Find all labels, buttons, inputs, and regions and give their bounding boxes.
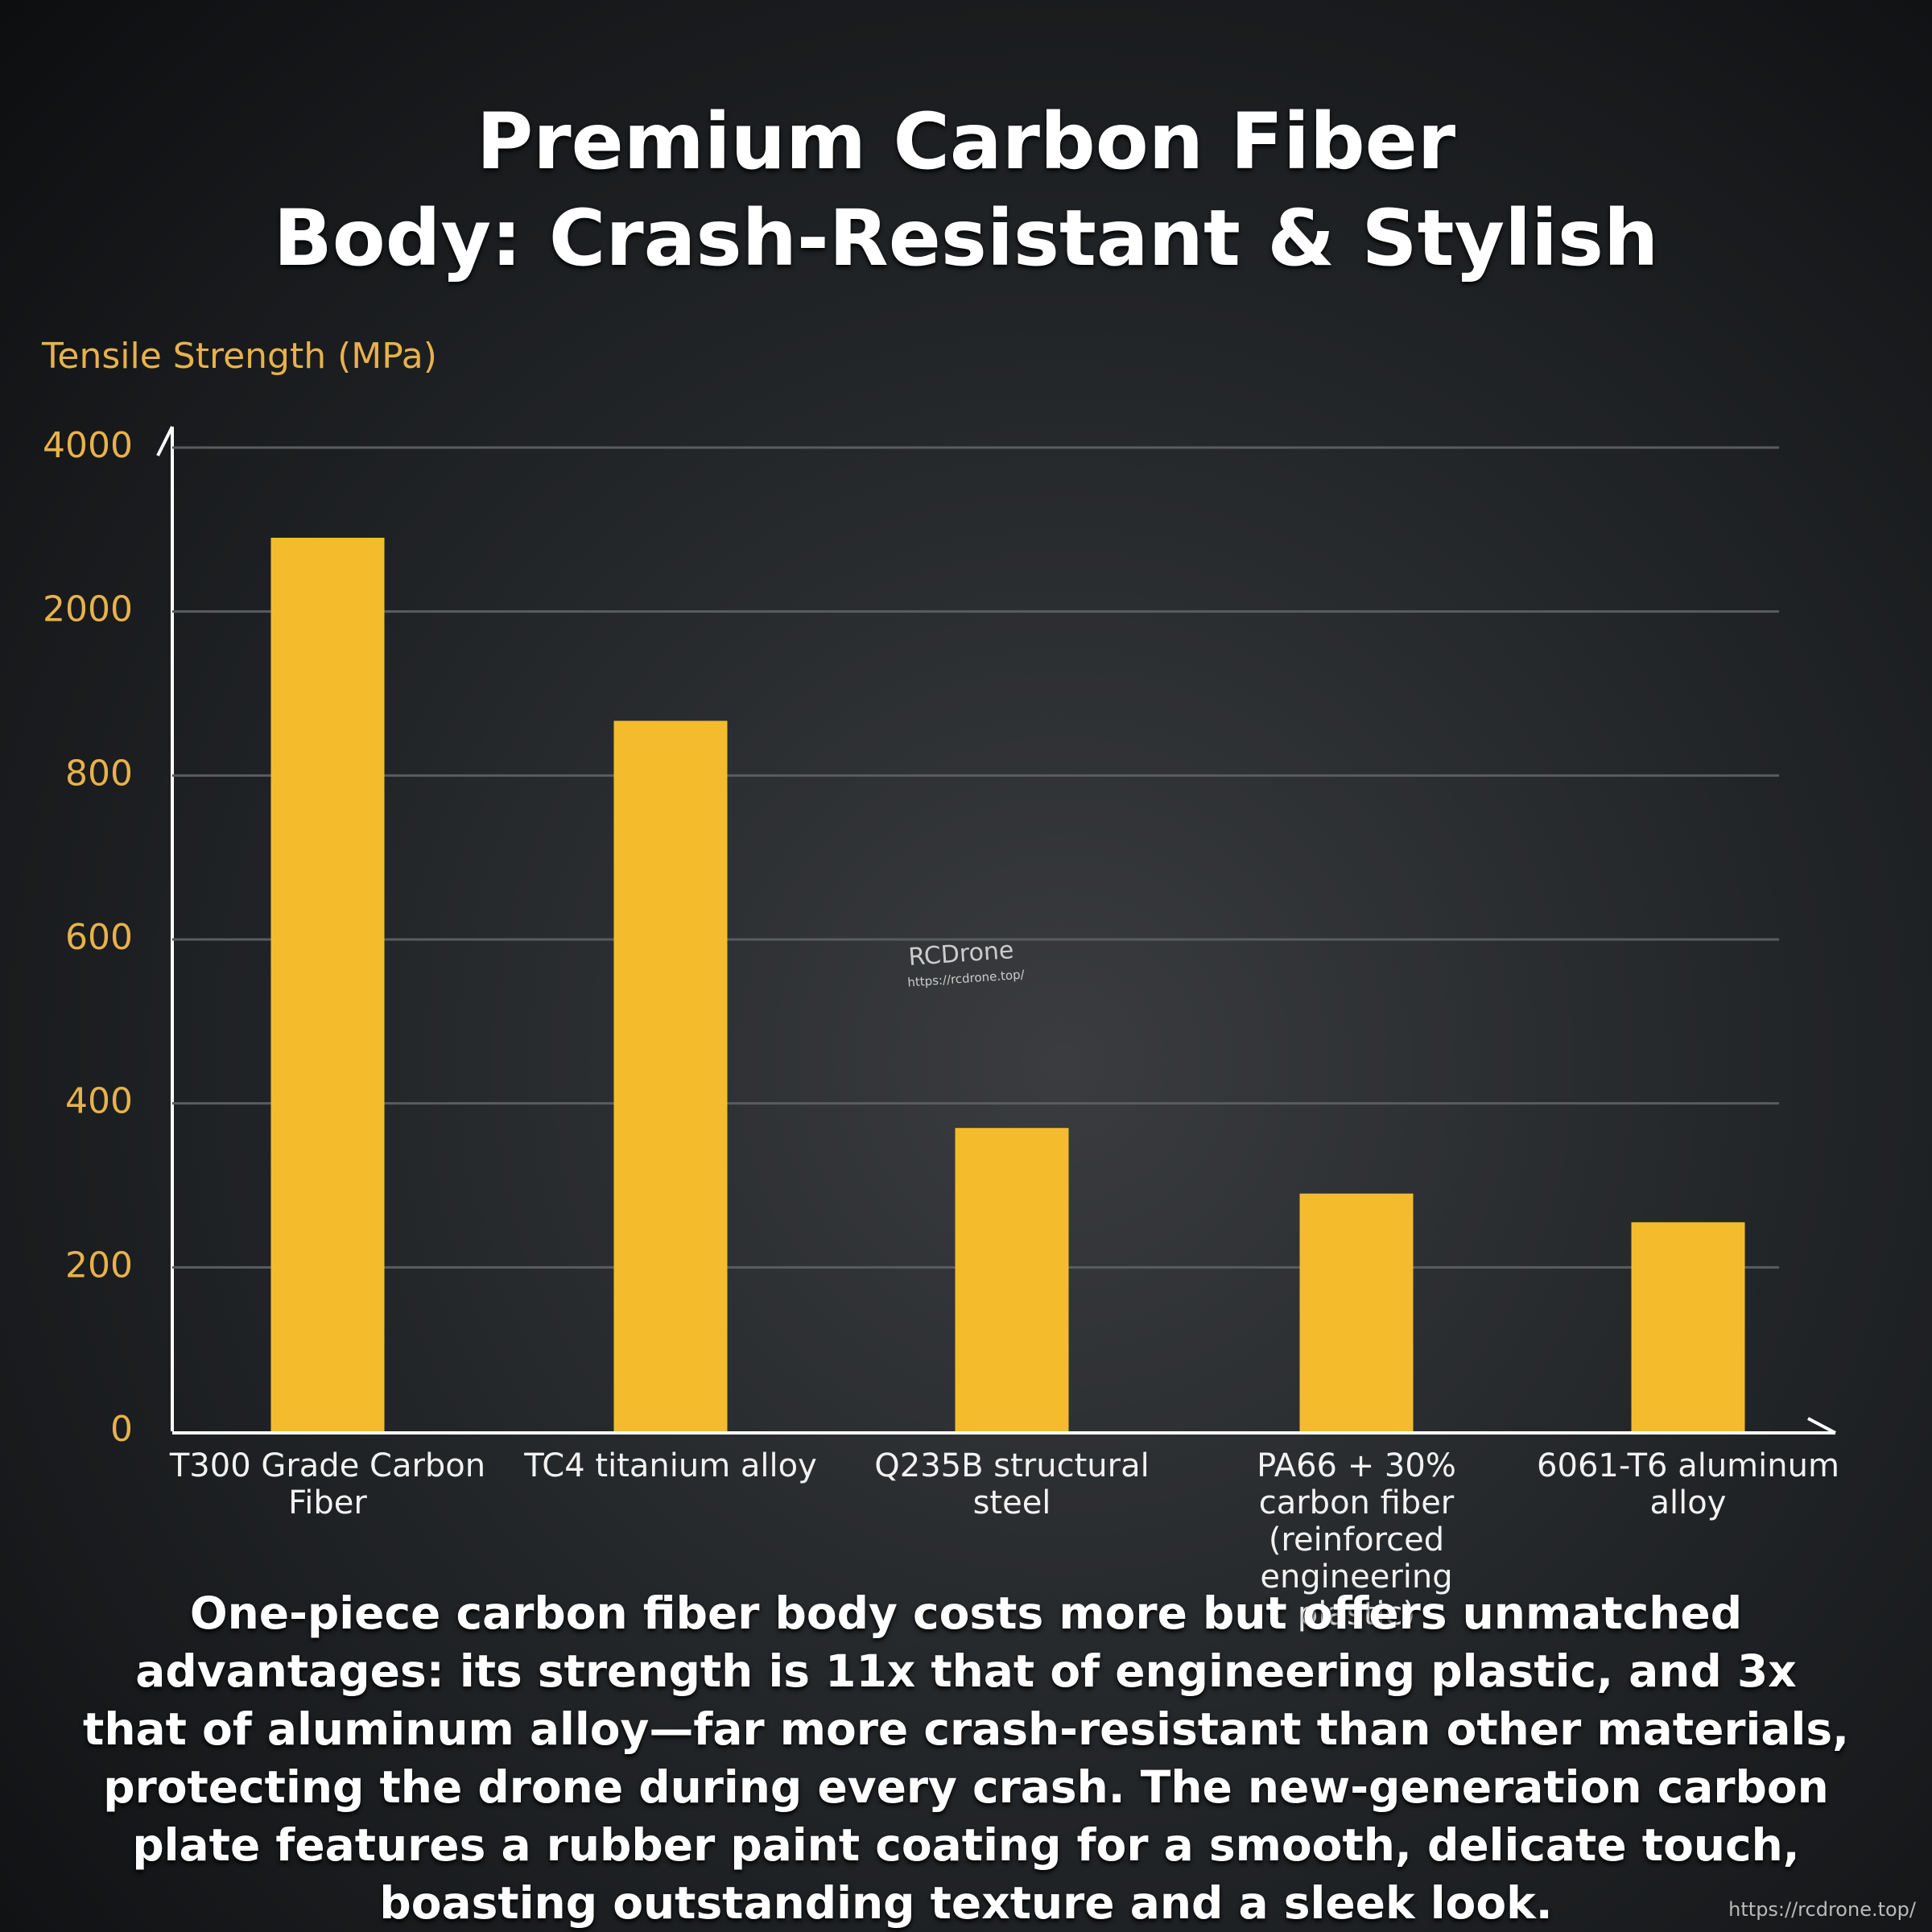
x-axis-arrow bbox=[1807, 1417, 1836, 1435]
y-tick-label: 200 bbox=[65, 1245, 133, 1286]
x-tick-label: 6061-T6 aluminum alloy bbox=[1537, 1447, 1839, 1521]
chart-title: Premium Carbon Fiber bbox=[476, 97, 1456, 187]
footer-url: https://rcdrone.top/ bbox=[1728, 1898, 1916, 1921]
x-tick-label: PA66 + 30% carbon fiber (reinforced engi… bbox=[1257, 1447, 1456, 1633]
bar bbox=[270, 538, 385, 1432]
y-tick-label: 600 bbox=[65, 917, 133, 958]
y-tick-label: 400 bbox=[65, 1081, 133, 1122]
y-tick-label: 4000 bbox=[43, 425, 133, 466]
x-tick-label: TC4 titanium alloy bbox=[524, 1447, 817, 1484]
watermark: RCDrone bbox=[907, 936, 1014, 972]
bar bbox=[1299, 1193, 1414, 1431]
y-tick-label: 2000 bbox=[43, 589, 133, 630]
y-tick-label: 0 bbox=[110, 1409, 133, 1450]
bar bbox=[613, 720, 728, 1431]
chart-title: Body: Crash-Resistant & Stylish bbox=[273, 193, 1659, 283]
y-axis-label: Tensile Strength (MPa) bbox=[41, 336, 437, 377]
x-tick-label: Q235B structural steel bbox=[874, 1447, 1150, 1521]
y-axis-arrow bbox=[156, 426, 174, 456]
x-tick-label: T300 Grade Carbon Fiber bbox=[169, 1447, 486, 1521]
description: One-piece carbon fiber body costs more b… bbox=[83, 1587, 1849, 1929]
bar bbox=[1631, 1222, 1745, 1431]
bar bbox=[955, 1128, 1069, 1431]
y-tick-label: 800 bbox=[65, 753, 133, 794]
